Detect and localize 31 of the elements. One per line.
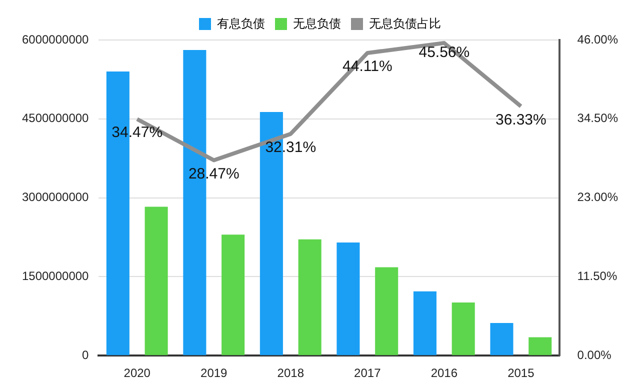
y2-tick-label: 46.00% [577,32,618,46]
legend-label: 无息负债 [293,16,341,30]
y-tick-label: 4500000000 [22,111,90,126]
data-label: 44.11% [342,58,392,76]
bar [222,234,245,356]
data-label: 45.56% [418,44,470,62]
y-tick-label: 1500000000 [22,269,90,284]
y2-tick-label: 23.00% [577,190,618,204]
bar [336,242,360,356]
bar [298,239,322,356]
data-label: 36.33% [495,111,546,128]
x-tick-label: 2020 [124,366,151,380]
x-tick-label: 2019 [200,366,228,380]
legend-label: 有息负债 [217,16,265,30]
y-tick-label: 0 [82,348,90,362]
y-tick-label: 6000000000 [22,32,90,46]
y2-tick-label: 11.50% [577,269,618,284]
y2-tick-label: 34.50% [577,111,618,126]
x-tick-label: 2017 [354,366,382,380]
bar [528,337,552,356]
y-tick-label: 3000000000 [22,190,90,204]
bar [144,206,168,356]
bar [490,322,514,356]
y2-tick-label: 0.00% [577,348,612,362]
bar [413,291,436,356]
x-tick-label: 2018 [277,366,304,380]
bar [452,302,475,356]
x-tick-label: 2016 [430,366,458,380]
bar [375,267,398,356]
legend-label: 无息负债占比 [369,16,441,30]
x-tick-label: 2015 [508,366,535,380]
